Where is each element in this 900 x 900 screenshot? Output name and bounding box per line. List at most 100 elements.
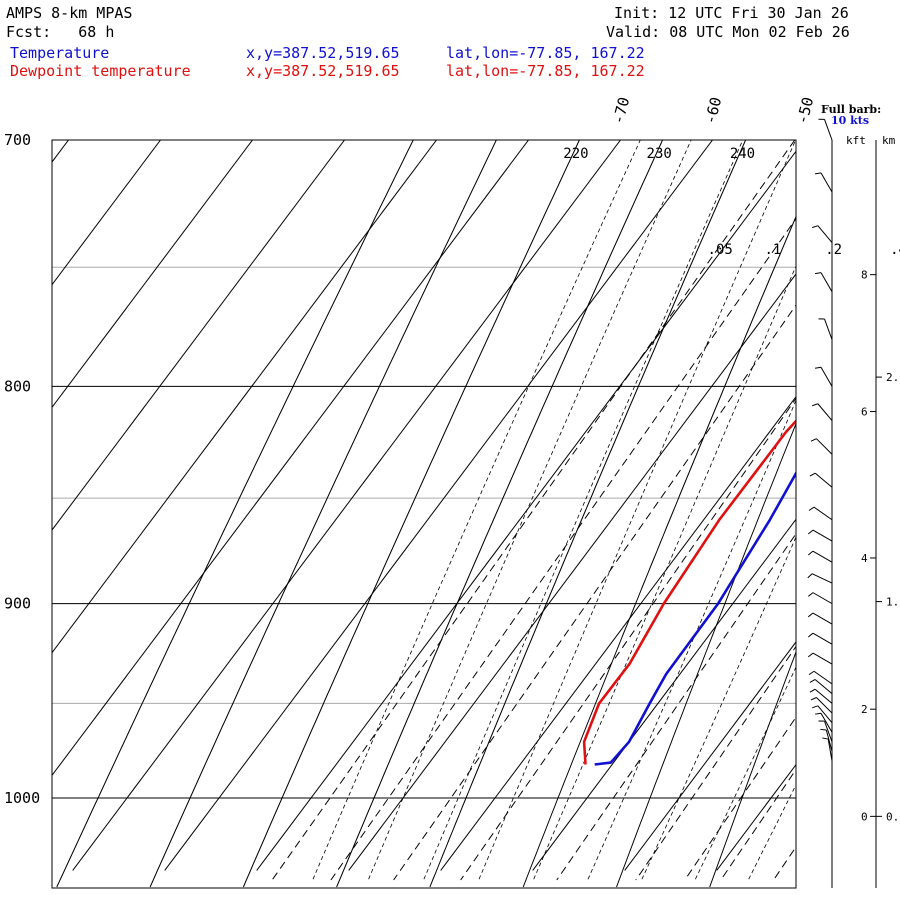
wind-barb-11 (812, 612, 833, 625)
wind-barb-flag-18 (810, 438, 817, 442)
wind-barb-17 (814, 472, 833, 488)
dry-adiabat-220 (242, 140, 580, 888)
moist-adiabat--28 (478, 140, 796, 880)
isotherm--70 (72, 140, 621, 871)
wind-barb-flag-12 (807, 592, 814, 597)
mixing-ratio-2 (635, 645, 796, 881)
dry-adiabat-260 (616, 422, 796, 888)
isotherm--40 (348, 273, 796, 871)
wind-barb-0 (827, 738, 833, 761)
wind-barb-flag-0 (822, 737, 829, 740)
moist-adiabat--22 (533, 265, 796, 880)
dry-adiabat-200 (56, 140, 414, 888)
isotherm--60 (164, 140, 713, 871)
legend-temperature: Temperature (10, 44, 110, 62)
wind-barb-flag-4 (812, 705, 819, 709)
isotherm--100 (52, 140, 345, 531)
moist-adiabat--34 (423, 140, 744, 880)
moist-adiabat--4 (695, 666, 796, 880)
km-tick-label-2.: 2. (886, 371, 899, 384)
isotherm-label--70: -70 (609, 95, 633, 126)
height-kft-label: kft (846, 134, 866, 147)
xy-coordinates-dewpoint: x,y=387.52,519.65 (246, 62, 400, 80)
legend-dewpoint: Dewpoint temperature (10, 62, 191, 80)
wind-barb-8 (813, 670, 833, 685)
wind-barb-flag-19 (812, 403, 819, 407)
wind-barb-14 (812, 550, 833, 563)
wind-barb-flag-17 (809, 472, 816, 477)
moist-adiabat--40 (368, 140, 692, 880)
wind-barb-9 (812, 652, 833, 665)
kft-tick-label-2: 2 (861, 703, 868, 716)
isotherm--130 (52, 140, 69, 163)
theta-label-220: 220 (563, 146, 588, 162)
wind-barb-10 (812, 632, 833, 645)
kft-tick-label-6: 6 (861, 406, 868, 419)
wind-barb-13 (811, 573, 833, 584)
xy-coordinates: x,y=387.52,519.65 (246, 44, 400, 62)
wind-barb-flag-1 (820, 728, 827, 731)
wind-barb-flag-8 (808, 670, 815, 676)
theta-label-230: 230 (647, 146, 672, 162)
wind-barb-flag-24 (814, 172, 822, 175)
moist-adiabat--46 (312, 140, 641, 880)
barb-note-line2: 10 kts (831, 114, 870, 127)
wind-barb-19 (817, 403, 833, 421)
wind-barb-flag-11 (807, 612, 814, 618)
wind-barb-6 (814, 688, 833, 704)
wind-barb-20 (820, 367, 833, 387)
isotherm--30 (440, 395, 796, 871)
wind-barb-16 (813, 506, 833, 521)
dry-adiabat-210 (149, 140, 497, 888)
model-title: AMPS 8-km MPAS (6, 4, 133, 22)
wind-barb-flag-7 (809, 679, 816, 683)
wind-barb-15 (812, 529, 833, 542)
isotherm-0 (716, 763, 796, 871)
wind-barb-7 (814, 679, 833, 695)
wind-barb-5 (816, 697, 833, 714)
wind-barb-flag-20 (814, 366, 822, 369)
latlon-coordinates-dewpoint: lat,lon=-77.85, 167.22 (446, 62, 645, 80)
isotherm--50 (256, 150, 796, 871)
mixing-ratio-3 (684, 716, 796, 881)
moist-adiabat--16 (587, 399, 796, 880)
isotherm-label--60: -60 (701, 95, 725, 126)
init-time: Init: 12 UTC Fri 30 Jan 26 (614, 4, 849, 22)
wind-barb-24 (820, 172, 833, 193)
kft-tick-label-4: 4 (861, 552, 868, 565)
moist-adiabat-2 (748, 783, 796, 880)
barb-note-line1: Full barb: (821, 103, 882, 116)
height-km-label: km (882, 134, 896, 147)
isotherm-label--50: -50 (793, 95, 817, 126)
pressure-label-900: 900 (4, 595, 31, 613)
dry-adiabat-280 (803, 135, 900, 887)
km-tick-label-0.: 0. (886, 810, 899, 823)
pressure-label-1000: 1000 (4, 789, 40, 807)
forecast-hour: Fcst: 68 h (6, 23, 115, 41)
wind-barb-flag-22 (814, 272, 822, 275)
temperature-profile (594, 470, 796, 766)
isotherm--120 (52, 140, 161, 286)
pressure-label-800: 800 (4, 377, 31, 395)
wind-barb-3 (820, 712, 833, 733)
plot-area (52, 135, 900, 888)
dry-adiabat-250 (522, 215, 796, 888)
wind-barb-12 (812, 592, 833, 605)
kft-tick-label-8: 8 (861, 269, 868, 282)
wind-barb-25 (824, 119, 833, 141)
wind-barb-flag-5 (810, 697, 817, 701)
wind-barb-4 (817, 705, 833, 724)
wind-barb-1 (825, 729, 833, 752)
dry-adiabat-230 (336, 140, 664, 888)
valid-time: Valid: 08 UTC Mon 02 Feb 26 (606, 23, 850, 41)
wind-barb-flag-16 (808, 506, 815, 511)
dry-adiabat-240 (429, 140, 747, 888)
wind-barb-22 (820, 272, 833, 292)
wind-barb-flag-6 (809, 688, 816, 693)
wind-barb-21 (824, 318, 833, 340)
wind-barb-2 (824, 720, 833, 742)
wind-barb-18 (816, 438, 833, 455)
mixing-ratio-label-0: .05 (708, 242, 733, 258)
dewpoint-profile (582, 419, 796, 765)
